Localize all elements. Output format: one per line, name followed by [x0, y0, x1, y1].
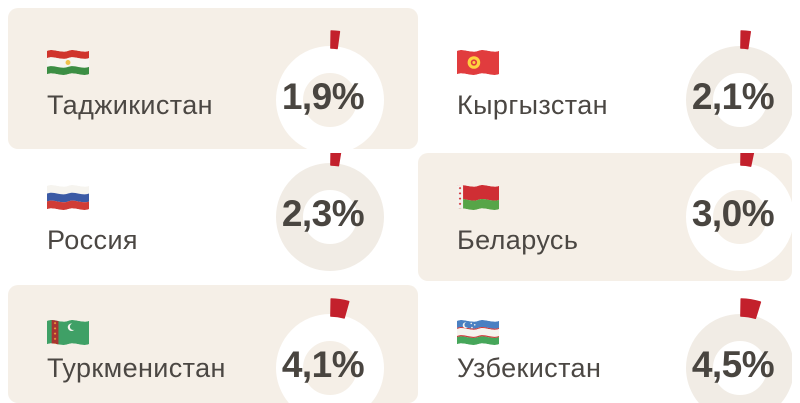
country-label: Таджикистан	[47, 90, 213, 120]
country-label: Туркменистан	[47, 353, 226, 383]
country-label: Беларусь	[457, 225, 579, 255]
country-card: Узбекистан 4,5%	[418, 285, 792, 403]
country-label: Россия	[47, 225, 138, 255]
gauge-ring-icon	[276, 153, 384, 271]
percentage-value: 2,1%	[691, 76, 775, 117]
country-card: Туркменистан 4,1%	[8, 285, 418, 403]
gauge-ring-icon	[686, 153, 792, 271]
gauge-ring-icon	[276, 298, 384, 403]
country-card: Таджикистан 1,9%	[8, 8, 418, 149]
russia-flag-icon	[47, 180, 89, 215]
belarus-flag-icon	[457, 180, 499, 215]
country-card: Россия 2,3%	[8, 153, 418, 281]
gauge-ring-icon	[686, 30, 792, 149]
gauge-ring-icon	[686, 298, 792, 403]
percentage-value: 4,5%	[691, 344, 775, 385]
country-card: Кыргызстан 2,1%	[418, 8, 792, 149]
turkmenistan-flag-icon	[47, 315, 89, 350]
kyrgyzstan-flag-icon	[457, 45, 499, 80]
percentage-value: 1,9%	[281, 76, 365, 117]
percentage-gauge: 3,0%	[665, 153, 792, 281]
percentage-value: 2,3%	[281, 193, 365, 234]
uzbekistan-flag-icon	[457, 315, 499, 350]
percentage-value: 3,0%	[691, 193, 775, 234]
percentage-gauge: 2,3%	[255, 153, 405, 281]
percentage-gauge: 1,9%	[255, 25, 405, 149]
percentage-gauge: 4,1%	[255, 293, 405, 403]
country-card: Беларусь 3,0%	[418, 153, 792, 281]
percentage-gauge: 4,5%	[665, 293, 792, 403]
percentage-value: 4,1%	[281, 344, 365, 385]
country-label: Кыргызстан	[457, 90, 608, 120]
gauge-ring-icon	[276, 30, 384, 149]
tajikistan-flag-icon	[47, 45, 89, 80]
percentage-gauge: 2,1%	[665, 25, 792, 149]
country-label: Узбекистан	[457, 353, 602, 383]
